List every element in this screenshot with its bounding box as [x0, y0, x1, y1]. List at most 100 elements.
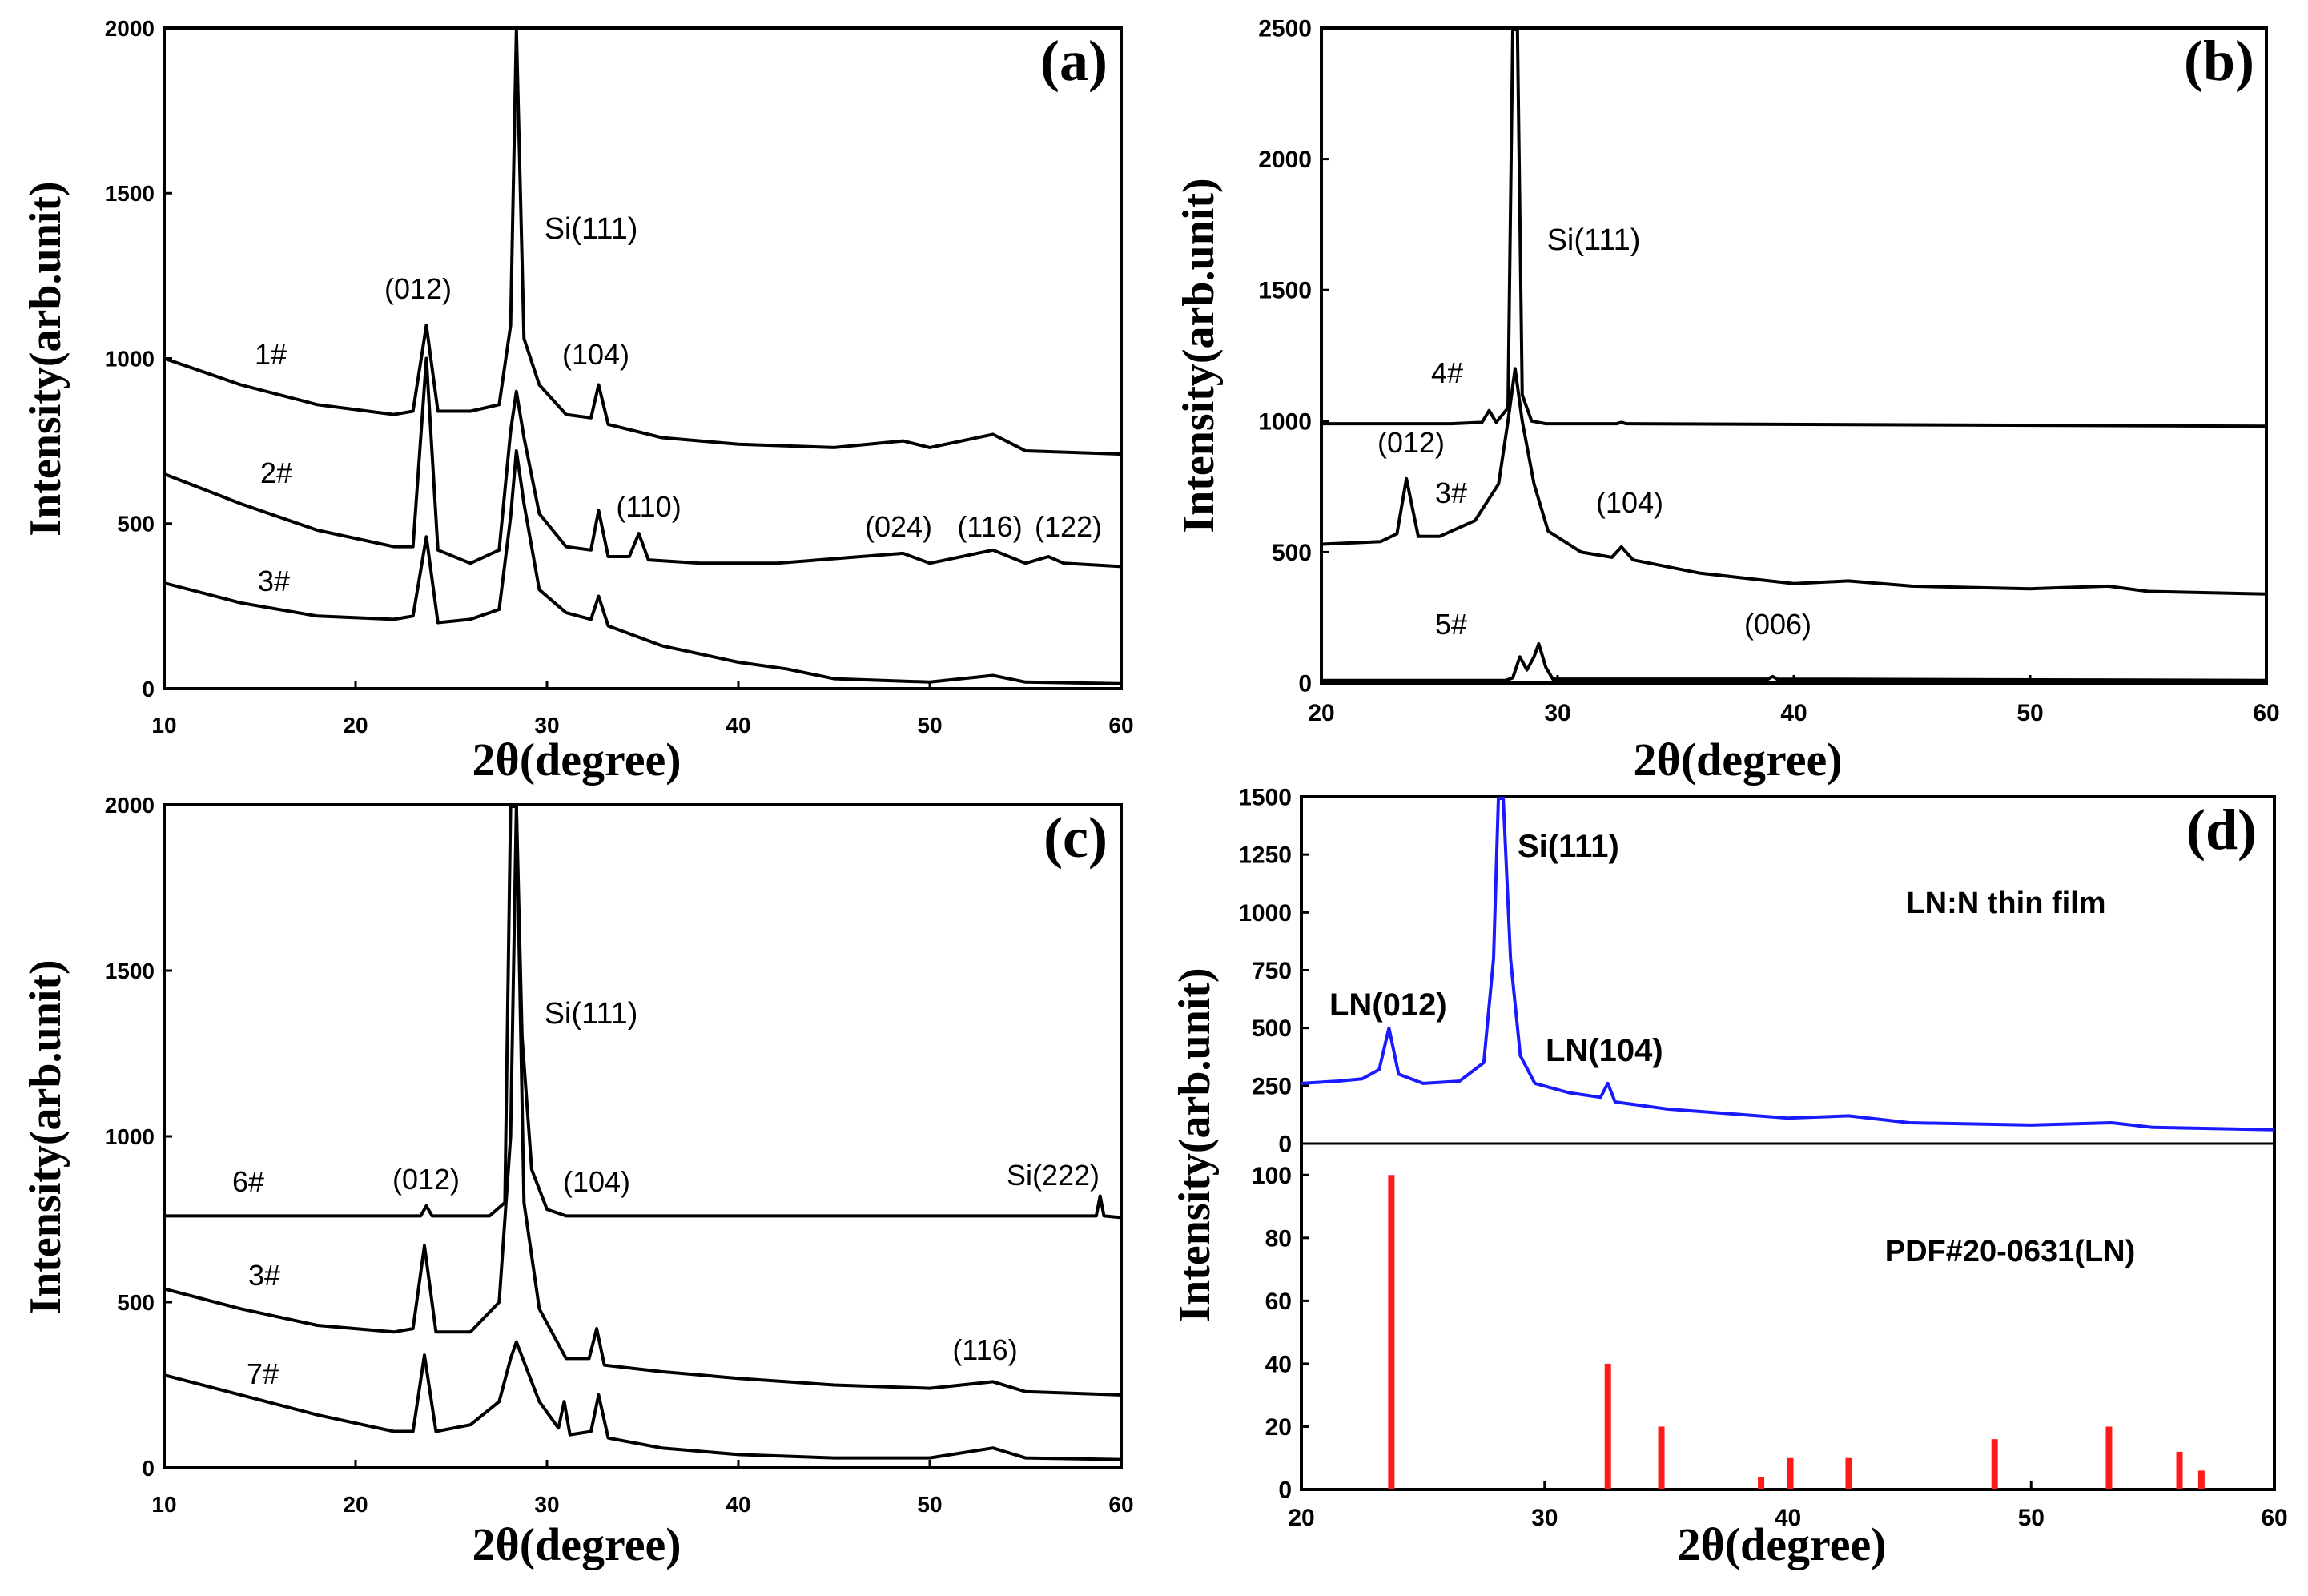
x-tick-label: 50	[2016, 700, 2043, 726]
x-tick-label: 40	[726, 1492, 750, 1517]
y-tick-label: 2000	[105, 16, 155, 41]
x-tick-label: 40	[726, 713, 750, 738]
peak-label: Si(111)	[1518, 829, 1619, 864]
series-line-2	[163, 356, 1122, 569]
panel-d-title: (d)	[2186, 798, 2257, 862]
x-tick-label: 20	[1288, 1505, 1314, 1531]
pdf-label: PDF#20-0631(LN)	[1885, 1235, 2136, 1268]
y-tick-label: 0	[142, 677, 155, 702]
panel-b-y-ticks: 0 500 1000 1500 2000 2500	[1258, 16, 1329, 697]
y-tick-label: 0	[1278, 1132, 1292, 1158]
y-tick-label: 1250	[1238, 842, 1292, 869]
y-tick-label: 1000	[105, 1124, 155, 1149]
y-tick-label: 80	[1265, 1225, 1292, 1252]
x-tick-label: 40	[1780, 700, 1807, 726]
panel-c-x-ticks: 10 20 30 40 50 60	[151, 1460, 1134, 1517]
peak-label: Si(222)	[1007, 1159, 1100, 1192]
x-tick-label: 50	[917, 713, 942, 738]
panel-a-plot	[163, 28, 1122, 685]
pdf-bar	[1845, 1457, 1852, 1489]
x-tick-label: 20	[343, 1492, 368, 1517]
peak-label: (006)	[1744, 608, 1811, 641]
panel-b: 0 500 1000 1500 2000 2500 20 30 40 50 60 (b) Inte…	[1174, 16, 2280, 786]
series-label-5: 5#	[1435, 608, 1467, 641]
series-line-3	[163, 1340, 1122, 1461]
peak-label: (104)	[562, 338, 629, 371]
panel-a-ylabel: Intensity(arb.unit)	[21, 181, 70, 536]
series-line-3	[1321, 641, 2267, 682]
panel-a-frame	[163, 26, 1123, 690]
peak-label: Si(111)	[545, 997, 638, 1031]
peak-label: (012)	[392, 1163, 460, 1196]
peak-label: (110)	[616, 490, 681, 523]
y-tick-label: 250	[1252, 1073, 1292, 1100]
panel-d-ylabel: Intensity(arb.unit)	[1170, 967, 1220, 1322]
y-tick-label: 1500	[1238, 785, 1292, 811]
y-tick-label: 1500	[1258, 278, 1312, 304]
y-tick-label: 500	[117, 1290, 155, 1315]
panel-c-xlabel: 2θ(degree)	[472, 1518, 681, 1570]
y-tick-label: 40	[1265, 1351, 1292, 1377]
y-tick-label: 2500	[1258, 16, 1312, 42]
peak-label: (024)	[865, 510, 932, 543]
y-tick-label: 0	[1298, 671, 1312, 697]
y-tick-label: 1500	[105, 959, 155, 983]
pdf-bar	[1658, 1426, 1665, 1489]
x-tick-label: 40	[1775, 1505, 1801, 1531]
series-label-1: 1#	[255, 338, 287, 371]
panel-a-xlabel: 2θ(degree)	[472, 734, 681, 786]
series-line-2	[1321, 367, 2267, 596]
peak-label: (104)	[1596, 486, 1663, 519]
panel-c-ylabel: Intensity(arb.unit)	[21, 959, 70, 1314]
series-line-1	[1301, 797, 2275, 1132]
x-tick-label: 60	[1108, 1492, 1133, 1517]
panel-d-plot	[1301, 797, 2275, 1132]
x-tick-label: 60	[1108, 713, 1133, 738]
x-tick-label: 20	[343, 713, 368, 738]
panel-c: 0 500 1000 1500 2000 10 20 30 40 50 60 (c) Intens…	[21, 793, 1134, 1570]
series-line-3	[163, 449, 1122, 685]
panel-d-xlabel: 2θ(degree)	[1677, 1518, 1886, 1570]
panel-a: 0 500 1000 1500 2000 10 20 30 40 50 60 (a) Intens…	[21, 16, 1134, 786]
panel-d-x-ticks: 20 30 40 50 60	[1288, 1481, 2288, 1531]
series-label-3: 3#	[1435, 476, 1467, 509]
x-tick-label: 60	[2253, 700, 2279, 726]
y-tick-label: 1500	[105, 181, 155, 206]
y-tick-label: 0	[142, 1456, 155, 1481]
y-tick-label: 60	[1265, 1288, 1292, 1315]
peak-label: (012)	[384, 272, 452, 305]
peak-label: (116)	[952, 1333, 1017, 1366]
series-label-3: 3#	[258, 565, 290, 597]
y-tick-label: 750	[1252, 958, 1292, 984]
pdf-bar	[2176, 1451, 2183, 1489]
panel-c-title: (c)	[1043, 806, 1108, 870]
film-label: LN:N thin film	[1906, 886, 2105, 920]
x-tick-label: 30	[1544, 700, 1570, 726]
panel-d-ref-y-ticks: 0 20 40 60 80 100	[1252, 1163, 1309, 1504]
pdf-bar	[2197, 1470, 2205, 1489]
x-tick-label: 30	[534, 713, 559, 738]
y-tick-label: 100	[1252, 1163, 1292, 1189]
peak-label: Si(111)	[545, 212, 638, 246]
y-tick-label: 0	[1278, 1477, 1292, 1504]
panel-a-x-ticks: 10 20 30 40 50 60	[151, 681, 1134, 738]
panel-d-y-ticks: 0 250 500 750 1000 1250 1500	[1238, 785, 1309, 1158]
panel-c-y-ticks: 0 500 1000 1500 2000	[105, 793, 172, 1481]
y-tick-label: 1000	[105, 346, 155, 371]
panel-b-ylabel: Intensity(arb.unit)	[1174, 178, 1224, 533]
peak-label: LN(012)	[1329, 987, 1447, 1023]
series-label-7: 7#	[247, 1357, 279, 1390]
pdf-bar	[2105, 1426, 2113, 1489]
series-label-4: 4#	[1431, 356, 1463, 389]
pdf-bar	[1758, 1477, 1765, 1489]
y-tick-label: 2000	[1258, 147, 1312, 173]
x-tick-label: 30	[1531, 1505, 1558, 1531]
series-line-2	[163, 805, 1122, 1397]
series-line-1	[163, 28, 1122, 456]
pdf-bar	[1604, 1363, 1611, 1489]
panel-d-ref-bars	[1388, 1175, 2205, 1489]
peak-label: (104)	[563, 1165, 630, 1198]
x-tick-label: 10	[151, 713, 176, 738]
